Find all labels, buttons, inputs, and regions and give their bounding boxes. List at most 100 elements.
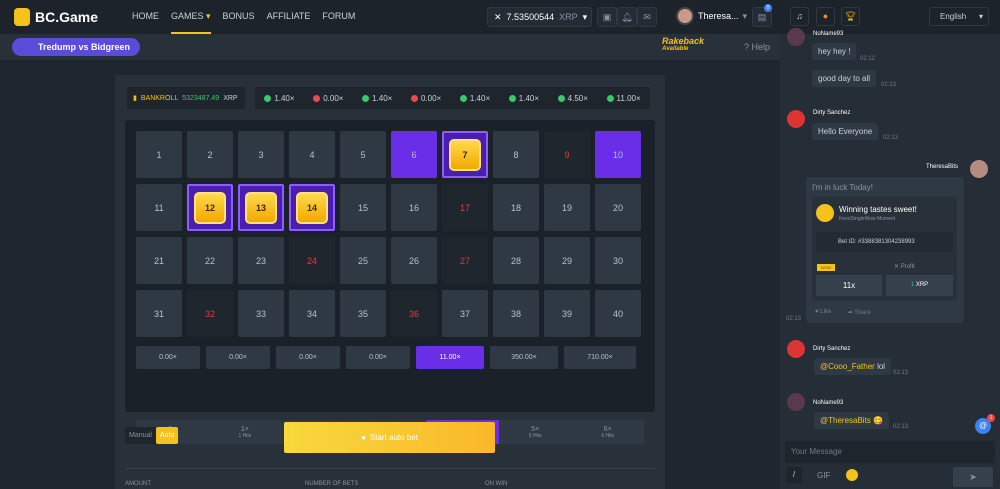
keno-tile-31[interactable]: 31 — [136, 290, 182, 337]
avatar — [787, 28, 805, 46]
result-dot-icon — [362, 94, 370, 102]
keno-tile-21[interactable]: 21 — [136, 237, 182, 284]
balance-selector[interactable]: ✕ 7.53500544 XRP ▾ — [487, 7, 592, 27]
keno-tile-37[interactable]: 37 — [442, 290, 488, 337]
help-button[interactable]: ? Help — [744, 42, 771, 52]
result-chip: 1.40× — [362, 94, 392, 103]
bankroll: ▮ BANKROLL 5323487.49 XRP — [127, 87, 245, 109]
keno-tile-40[interactable]: 40 — [595, 290, 641, 337]
keno-tile-7[interactable]: 7 — [442, 131, 488, 178]
keno-tile-18[interactable]: 18 — [493, 184, 539, 231]
keno-tile-16[interactable]: 16 — [391, 184, 437, 231]
keno-tile-33[interactable]: 33 — [238, 290, 284, 337]
keno-tile-4[interactable]: 4 — [289, 131, 335, 178]
keno-tile-2[interactable]: 2 — [187, 131, 233, 178]
keno-tile-8[interactable]: 8 — [493, 131, 539, 178]
keno-tile-35[interactable]: 35 — [340, 290, 386, 337]
spinner-icon: ● — [361, 433, 366, 442]
brand-logo[interactable]: BC.Game — [14, 8, 132, 26]
chat-message-input[interactable]: Your Message — [785, 441, 995, 463]
keno-tile-6[interactable]: 6 — [391, 131, 437, 178]
gem-icon: 7 — [449, 138, 481, 171]
keno-tile-23[interactable]: 23 — [238, 237, 284, 284]
keno-tile-10[interactable]: 10 — [595, 131, 641, 178]
recent-results: 1.40× 0.00× 1.40× 0.00× 1.40× 1.40× 4.50× 11.00… — [255, 87, 650, 109]
bookmark-icon: ▮ — [133, 95, 137, 102]
hit-count-cell: 6× 6 Hits — [601, 425, 615, 439]
gif-button[interactable]: GIF — [817, 471, 831, 480]
keno-tile-11[interactable]: 11 — [136, 184, 182, 231]
nav-home[interactable]: HOME — [132, 10, 159, 21]
keno-tile-9[interactable]: 9 — [544, 131, 590, 178]
nav-forum[interactable]: FORUM — [322, 10, 356, 21]
avatar — [676, 7, 694, 25]
keno-tile-13[interactable]: 13 — [238, 184, 284, 231]
notification-bell-icon[interactable]: 🔔︎ — [617, 7, 637, 27]
chat-toggle-icon[interactable]: ▤ — [752, 7, 772, 27]
keno-tile-26[interactable]: 26 — [391, 237, 437, 284]
result-dot-icon — [410, 94, 418, 102]
rakeback-button[interactable]: Rakeback Available — [662, 36, 705, 52]
keno-tile-29[interactable]: 29 — [544, 237, 590, 284]
manual-tab[interactable]: Manual — [129, 432, 152, 439]
keno-tile-30[interactable]: 30 — [595, 237, 641, 284]
result-chip: 4.50× — [557, 94, 588, 103]
nav-games[interactable]: GAMES ▾ — [171, 1, 211, 34]
keno-tile-38[interactable]: 38 — [493, 290, 539, 337]
keno-tile-39[interactable]: 39 — [544, 290, 590, 337]
payout-cell: 0.00× — [206, 346, 270, 369]
bet-id-link[interactable]: Bet ID: #3388381304238993 — [816, 232, 953, 252]
keno-tile-34[interactable]: 34 — [289, 290, 335, 337]
wallet-button[interactable]: ▣ — [597, 7, 617, 27]
chat-message: good day to all — [812, 70, 877, 87]
payout-cell: 710.00× — [564, 346, 636, 369]
send-button[interactable]: ➤ — [953, 467, 993, 487]
keno-tile-25[interactable]: 25 — [340, 237, 386, 284]
payout-cell: 11.00× — [416, 346, 484, 369]
trophy-icon[interactable]: 🏆︎ — [841, 7, 860, 26]
auto-tab[interactable]: Auto — [155, 427, 179, 444]
keno-tile-32[interactable]: 32 — [187, 290, 233, 337]
payout-cell: 0.00× — [346, 346, 410, 369]
result-dot-icon — [606, 94, 614, 102]
keno-tile-5[interactable]: 5 — [340, 131, 386, 178]
fire-icon[interactable]: ● — [816, 7, 835, 26]
result-chip: 1.40× — [459, 94, 490, 103]
keno-tile-12[interactable]: 12 — [187, 184, 233, 231]
avatar — [970, 160, 988, 178]
language-select[interactable]: English ▾ — [929, 7, 989, 26]
keno-tile-22[interactable]: 22 — [187, 237, 233, 284]
bets-label: NUMBER OF BETS — [305, 481, 359, 487]
result-chip: 11.00× — [606, 94, 641, 103]
nav-affiliate[interactable]: AFFILIATE — [266, 10, 311, 21]
keno-tile-27[interactable]: 27 — [442, 237, 488, 284]
shared-bet-card: I'm in luck Today! Winning tastes sweet!… — [806, 177, 964, 323]
keno-tile-17[interactable]: 17 — [442, 184, 488, 231]
mention-badge: 1 — [987, 414, 995, 422]
start-auto-bet-button[interactable]: ● Start auto bet — [284, 422, 495, 453]
mention-button[interactable]: @ — [975, 418, 991, 434]
chat-message: hey hey ! — [812, 43, 857, 60]
result-dot-icon — [557, 94, 565, 102]
logo-icon — [14, 8, 30, 26]
mail-icon[interactable]: ✉ — [637, 7, 657, 27]
user-menu[interactable]: Theresa... ▾ — [676, 7, 747, 25]
keno-tile-28[interactable]: 28 — [493, 237, 539, 284]
share-button[interactable]: ➦ Share — [848, 310, 871, 316]
keno-tile-15[interactable]: 15 — [340, 184, 386, 231]
keno-tile-24[interactable]: 24 — [289, 237, 335, 284]
keno-tile-3[interactable]: 3 — [238, 131, 284, 178]
command-button[interactable]: / — [786, 467, 802, 483]
nav-bonus[interactable]: BONUS — [222, 10, 255, 21]
keno-tile-19[interactable]: 19 — [544, 184, 590, 231]
promo-banner[interactable]: Tredump vs Bidgreen — [12, 38, 141, 56]
keno-tile-1[interactable]: 1 — [136, 131, 182, 178]
payout-cell: 0.00× — [276, 346, 340, 369]
payout-cell: 0.00× — [136, 346, 200, 369]
like-button[interactable]: ♥ Like — [815, 309, 832, 315]
keno-tile-36[interactable]: 36 — [391, 290, 437, 337]
keno-tile-20[interactable]: 20 — [595, 184, 641, 231]
music-icon[interactable]: ♫ — [790, 7, 809, 26]
emoji-icon[interactable] — [846, 469, 858, 481]
keno-tile-14[interactable]: 14 — [289, 184, 335, 231]
